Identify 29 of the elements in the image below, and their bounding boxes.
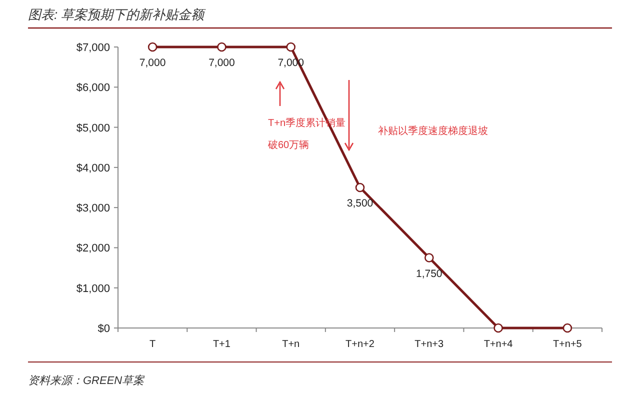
- data-label: 3,500: [346, 198, 374, 210]
- x-tick-label: T+n+5: [552, 339, 582, 350]
- x-tick-label: T+n+3: [414, 339, 444, 350]
- data-label: 7,000: [139, 57, 166, 69]
- y-tick-label: $6,000: [76, 82, 110, 94]
- text: 资料来源：GREEN草案: [28, 374, 146, 387]
- x-tick-label: T+n: [282, 339, 300, 350]
- data-label: 1,750: [416, 268, 442, 280]
- x-tick-label: T+n+4: [484, 339, 514, 350]
- y-tick-label: $3,000: [76, 202, 110, 215]
- point: [494, 323, 503, 333]
- x-tick-label: T+1: [212, 339, 231, 350]
- point: [148, 42, 158, 52]
- chart-title: 图表: 草案预期下的新补贴金额: [28, 7, 206, 22]
- annotation: 补贴以季度速度梯度退坡: [378, 125, 488, 137]
- point: [562, 323, 572, 333]
- y-tick-label: $7,000: [76, 42, 110, 54]
- y-tick-label: $0: [98, 323, 110, 335]
- y-tick-label: $1,000: [76, 282, 110, 295]
- y-tick-label: $4,000: [76, 162, 110, 174]
- y-tick-label: $5,000: [76, 122, 110, 134]
- point: [355, 182, 365, 192]
- y-tick-label: $2,000: [76, 242, 110, 255]
- x-tick-label: T+n+2: [346, 339, 375, 350]
- point: [424, 253, 434, 262]
- point: [286, 42, 296, 52]
- point: [217, 42, 226, 52]
- x-tick-label: T: [150, 339, 156, 350]
- data-label: 7,000: [208, 57, 236, 69]
